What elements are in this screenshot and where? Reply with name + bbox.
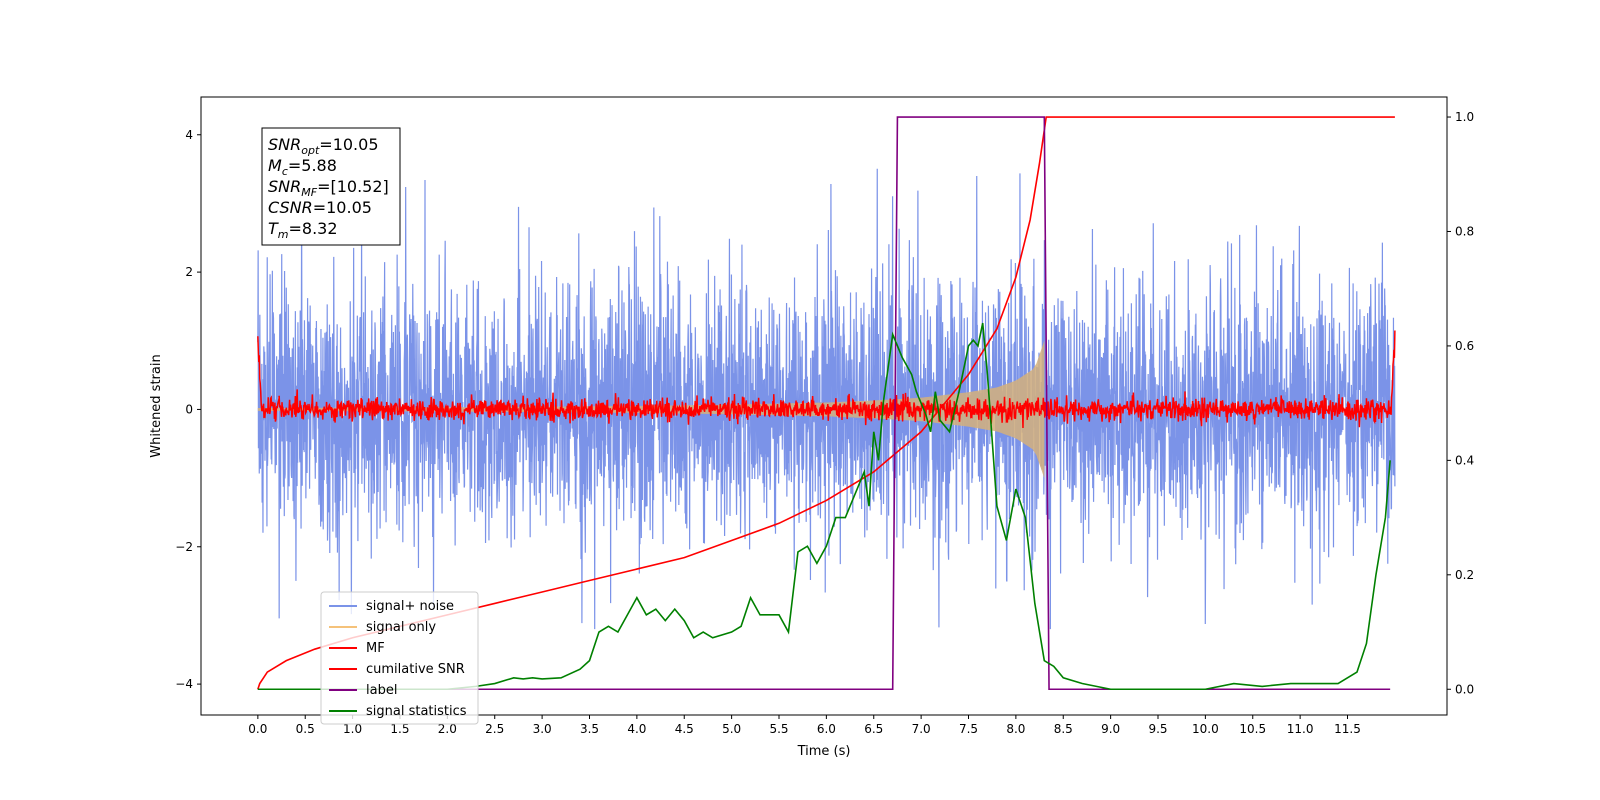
x-tick-label: 8.5 <box>1054 722 1073 736</box>
y-tick-label-right: 0.0 <box>1455 682 1474 696</box>
x-tick-label: 6.0 <box>817 722 836 736</box>
y-tick-label-left: 0 <box>185 402 193 416</box>
legend-label: label <box>366 683 397 698</box>
legend-label: signal only <box>366 620 436 635</box>
x-tick-label: 4.5 <box>675 722 694 736</box>
series-label <box>257 116 1391 691</box>
annotation-line: CSNR=10.05 <box>268 198 372 217</box>
x-tick-label: 9.0 <box>1101 722 1120 736</box>
y-tick-label-right: 0.2 <box>1455 568 1474 582</box>
annotation-line: Mc=5.88 <box>268 156 337 178</box>
series-signal-noise <box>257 168 1396 630</box>
y-tick-label-right: 0.4 <box>1455 453 1474 467</box>
x-tick-label: 11.5 <box>1334 722 1361 736</box>
y-tick-label-right: 0.8 <box>1455 224 1474 238</box>
series-signal-statistics <box>257 322 1391 691</box>
annotation-box: SNRopt=10.05Mc=5.88SNRMF=[10.52]CSNR=10.… <box>261 127 401 246</box>
legend-frame <box>320 591 479 725</box>
y-axis-label: Whitened strain <box>149 354 164 457</box>
legend-label: signal statistics <box>366 704 467 719</box>
axes: 0.0 0.5 1.0 1.5 2.0 2.5 3.0 3.5 4.0 4.5 5.0 5.5 6.0 6… <box>175 110 1474 736</box>
axes-frame <box>200 96 1448 716</box>
y-tick-label-left: −4 <box>175 677 193 691</box>
x-tick-label: 7.0 <box>912 722 931 736</box>
x-tick-label: 1.0 <box>343 722 362 736</box>
x-tick-label: 2.5 <box>485 722 504 736</box>
legend-label: MF <box>366 641 385 656</box>
x-tick-label: 11.0 <box>1287 722 1314 736</box>
y-tick-label-left: −2 <box>175 540 193 554</box>
legend-label: signal+ noise <box>366 599 454 614</box>
annotation-line: Tm=8.32 <box>268 219 338 241</box>
x-tick-label: 3.0 <box>533 722 552 736</box>
legend: signal+ noise signal only MF cumilative SNR… <box>320 591 479 725</box>
x-tick-label: 9.5 <box>1148 722 1167 736</box>
plot-area <box>257 116 1396 691</box>
annotation-frame <box>261 127 401 246</box>
x-tick-label: 0.5 <box>296 722 315 736</box>
x-tick-label: 2.0 <box>438 722 457 736</box>
x-tick-label: 0.0 <box>248 722 267 736</box>
legend-label: cumilative SNR <box>366 662 465 677</box>
x-tick-label: 4.0 <box>627 722 646 736</box>
y-tick-label-right: 0.6 <box>1455 339 1474 353</box>
x-tick-label: 10.0 <box>1192 722 1219 736</box>
x-tick-label: 8.0 <box>1006 722 1025 736</box>
x-tick-label: 10.5 <box>1239 722 1266 736</box>
x-tick-label: 1.5 <box>390 722 409 736</box>
series-mf <box>257 330 1396 428</box>
annotation-line: SNRMF=[10.52] <box>268 177 389 199</box>
y-tick-label-left: 2 <box>185 265 193 279</box>
x-tick-label: 3.5 <box>580 722 599 736</box>
x-axis-label: Time (s) <box>797 744 851 759</box>
x-tick-label: 7.5 <box>959 722 978 736</box>
y-tick-label-left: 4 <box>185 128 193 142</box>
y-tick-label-right: 1.0 <box>1455 110 1474 124</box>
annotation-line: SNRopt=10.05 <box>268 135 379 157</box>
x-tick-label: 6.5 <box>864 722 883 736</box>
x-tick-label: 5.5 <box>769 722 788 736</box>
x-tick-label: 5.0 <box>722 722 741 736</box>
